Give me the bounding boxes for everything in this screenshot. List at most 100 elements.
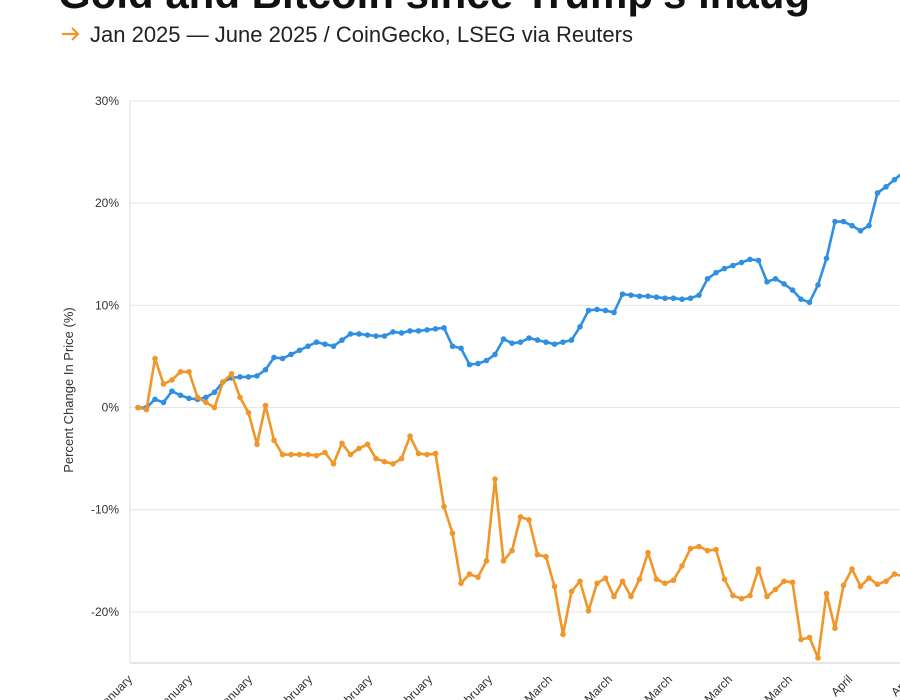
point xyxy=(458,580,464,587)
point xyxy=(432,326,439,332)
x-tick-label: March xyxy=(522,672,555,700)
point xyxy=(194,394,201,401)
point xyxy=(407,433,413,439)
point xyxy=(594,306,600,313)
point xyxy=(611,309,617,316)
point xyxy=(330,460,337,467)
point xyxy=(551,341,558,347)
point xyxy=(696,543,702,550)
point xyxy=(424,451,430,458)
subtitle-arrow xyxy=(62,27,80,41)
y-tick-label: -10% xyxy=(91,503,119,517)
point xyxy=(492,351,498,358)
point xyxy=(373,455,379,462)
point xyxy=(534,551,541,558)
point xyxy=(364,332,371,338)
y-tick-label: 0% xyxy=(102,401,120,415)
point xyxy=(279,355,286,362)
point xyxy=(347,451,354,458)
point xyxy=(517,514,524,520)
point xyxy=(713,546,719,553)
point xyxy=(653,576,660,583)
point xyxy=(466,361,473,368)
point xyxy=(628,593,634,600)
point xyxy=(475,574,481,580)
point xyxy=(560,339,566,345)
point xyxy=(509,340,515,346)
point xyxy=(619,291,626,297)
x-tick-label: February xyxy=(271,672,315,700)
point xyxy=(798,296,804,303)
point xyxy=(424,327,430,333)
point xyxy=(687,545,694,552)
point xyxy=(313,452,320,459)
point xyxy=(449,530,456,537)
x-tick-label: February xyxy=(451,672,495,700)
point xyxy=(645,293,651,299)
point xyxy=(738,259,745,266)
point xyxy=(551,583,558,590)
point xyxy=(500,336,507,342)
point xyxy=(543,553,549,560)
x-tick-label: March xyxy=(582,672,615,700)
point xyxy=(143,406,150,413)
y-tick-label: 20% xyxy=(95,196,119,210)
point xyxy=(160,381,167,387)
series-line xyxy=(137,357,900,660)
point xyxy=(237,374,243,380)
point xyxy=(186,395,192,402)
point xyxy=(738,595,745,602)
point xyxy=(313,339,320,345)
point xyxy=(781,578,787,585)
point xyxy=(220,379,226,385)
point xyxy=(670,295,677,302)
x-tick-label: March xyxy=(702,672,735,700)
point xyxy=(568,337,575,343)
point xyxy=(398,330,405,336)
point xyxy=(772,586,779,593)
point xyxy=(891,176,898,183)
point xyxy=(245,374,252,380)
point xyxy=(152,396,158,403)
point xyxy=(585,307,592,314)
point xyxy=(211,404,218,411)
point xyxy=(279,451,286,458)
point xyxy=(594,580,600,587)
point xyxy=(390,460,396,467)
point xyxy=(823,590,830,597)
point xyxy=(254,441,260,448)
point xyxy=(322,449,328,456)
point xyxy=(747,592,753,599)
chart-title: Gold and Bitcoin since Trump's inaug xyxy=(58,0,810,17)
point xyxy=(271,437,277,444)
point xyxy=(296,347,303,354)
point xyxy=(560,631,566,638)
point xyxy=(262,366,269,373)
point xyxy=(832,218,838,225)
point xyxy=(517,339,524,345)
point xyxy=(373,333,379,339)
point xyxy=(339,337,345,343)
point xyxy=(713,269,719,276)
point xyxy=(806,299,813,306)
point xyxy=(628,292,634,298)
x-tick-label: April xyxy=(888,672,900,699)
point xyxy=(271,354,277,361)
point xyxy=(840,218,847,225)
point xyxy=(245,409,252,416)
point xyxy=(789,287,796,293)
point xyxy=(407,328,413,334)
point xyxy=(356,445,362,452)
point xyxy=(704,547,711,554)
y-axis-label: Percent Change In Price (%) xyxy=(61,307,76,472)
point xyxy=(866,222,872,229)
point xyxy=(500,558,507,564)
point xyxy=(483,558,490,564)
point xyxy=(755,566,762,572)
point xyxy=(866,575,872,581)
point xyxy=(441,325,447,331)
chart-subtitle: Jan 2025 — June 2025 / CoinGecko, LSEG v… xyxy=(90,22,633,47)
point xyxy=(526,517,532,523)
point xyxy=(747,256,753,263)
point xyxy=(619,578,626,585)
